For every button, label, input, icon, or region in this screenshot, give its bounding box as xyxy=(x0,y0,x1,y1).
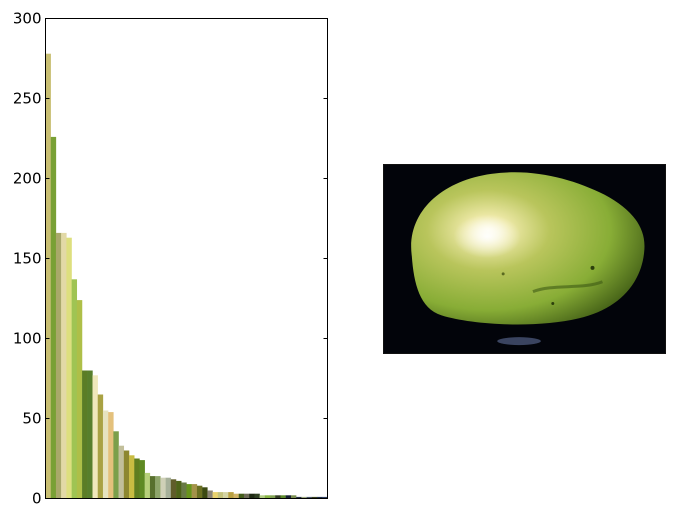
bar xyxy=(280,495,286,499)
bar xyxy=(285,495,292,499)
bar xyxy=(61,232,67,499)
bar xyxy=(76,300,83,499)
bar xyxy=(186,484,192,499)
bar xyxy=(196,485,203,499)
bar xyxy=(118,445,125,499)
bar xyxy=(55,232,62,499)
bar xyxy=(123,450,130,499)
bar xyxy=(71,279,78,499)
bar xyxy=(311,496,318,499)
bar xyxy=(249,493,255,499)
bar xyxy=(66,237,72,499)
bar xyxy=(155,476,161,499)
bar xyxy=(317,496,323,499)
bar xyxy=(243,493,250,499)
bar xyxy=(170,479,177,499)
bar xyxy=(45,53,51,499)
bar xyxy=(139,460,145,499)
bar-group xyxy=(45,53,328,499)
y-tick-label: 100 xyxy=(13,330,42,348)
bar xyxy=(50,136,57,499)
y-tick-label: 300 xyxy=(13,10,42,28)
bar xyxy=(82,370,88,499)
bar xyxy=(113,431,119,499)
bar xyxy=(238,493,245,499)
pear-photo xyxy=(383,164,666,354)
bar xyxy=(97,394,104,499)
bar xyxy=(212,492,219,499)
bar xyxy=(181,482,187,499)
y-tick-label: 50 xyxy=(22,410,41,428)
y-tick-label: 250 xyxy=(13,90,42,108)
bar xyxy=(202,487,208,499)
bar xyxy=(144,472,151,499)
bar xyxy=(191,484,198,499)
bar xyxy=(165,477,172,499)
bar xyxy=(134,458,140,499)
bar xyxy=(149,476,156,499)
bar xyxy=(217,492,224,499)
bar xyxy=(270,495,276,499)
y-tick-label: 200 xyxy=(13,170,42,188)
bar xyxy=(306,496,313,499)
bar xyxy=(176,480,182,499)
bar xyxy=(87,370,93,499)
y-tick-label: 0 xyxy=(32,490,42,508)
bar xyxy=(233,493,239,499)
bar xyxy=(322,496,328,499)
bar xyxy=(223,492,229,499)
bar xyxy=(290,495,297,499)
bar xyxy=(160,477,166,499)
bar xyxy=(264,495,271,499)
bar xyxy=(207,490,213,499)
bar xyxy=(92,375,98,499)
bar xyxy=(108,412,114,499)
bar xyxy=(254,493,260,499)
plot-frame xyxy=(45,18,328,499)
bar xyxy=(259,495,266,499)
y-axis-ticks: 0 50 100 150 200 250 300 xyxy=(13,10,328,508)
y-tick-label: 150 xyxy=(13,250,42,268)
bar xyxy=(102,410,109,499)
bar xyxy=(296,496,302,499)
bar xyxy=(228,492,234,499)
bar xyxy=(129,455,135,499)
bar xyxy=(301,496,307,499)
bar xyxy=(275,495,281,499)
